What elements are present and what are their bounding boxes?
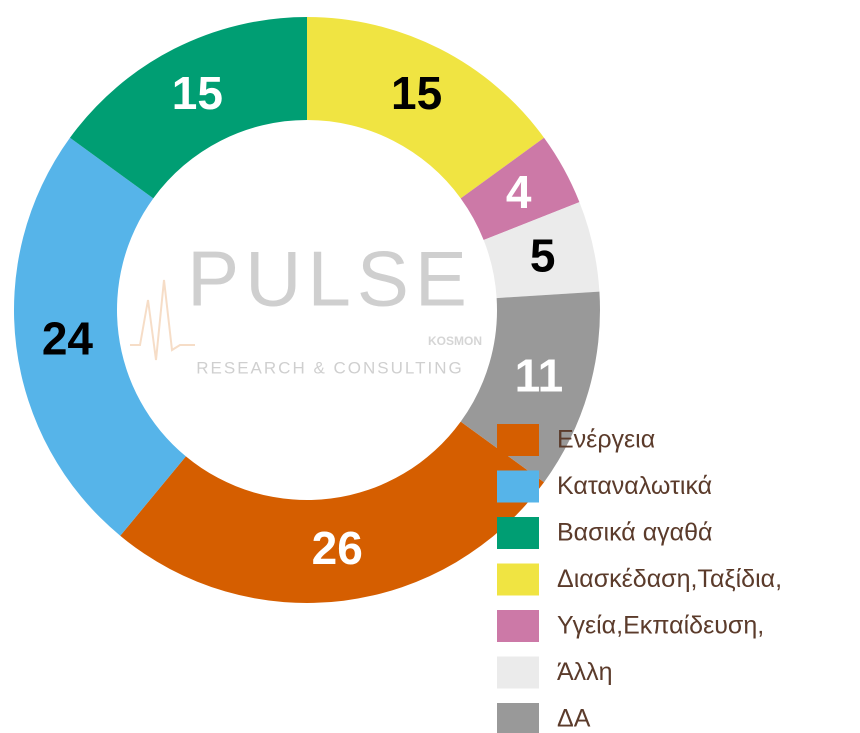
legend-label: Διασκέδαση,Ταξίδια,: [557, 565, 782, 593]
donut-slice: [13, 137, 186, 536]
watermark-pulse: [130, 279, 195, 361]
data-label: 11: [515, 350, 564, 402]
legend-label: Βασικά αγαθά: [557, 519, 712, 547]
legend-swatch: [497, 610, 539, 642]
watermark-subtitle: RESEARCH & CONSULTING: [196, 358, 463, 377]
legend-label: Καταναλωτικά: [557, 472, 712, 500]
legend-label: Άλλη: [557, 658, 613, 686]
legend-swatch: [497, 424, 539, 456]
legend-swatch: [497, 656, 539, 689]
watermark: PULSE KOSMON RESEARCH & CONSULTING: [130, 235, 482, 377]
legend-swatch: [497, 703, 539, 733]
data-label: 5: [530, 229, 556, 281]
donut-slice: [460, 137, 580, 241]
legend-label: Ενέργεια: [557, 426, 655, 454]
donut-slice: [69, 17, 307, 199]
donut: [13, 17, 600, 603]
donut-slice: [460, 291, 600, 483]
data-label: 15: [391, 67, 442, 119]
watermark-title: PULSE: [187, 235, 473, 323]
legend-swatch: [497, 470, 539, 503]
legend-swatch: [497, 517, 539, 549]
data-label: 15: [172, 67, 223, 119]
legend-label: ΔΑ: [557, 705, 591, 733]
legend-swatch: [497, 563, 539, 596]
legend-label: Υγεία,Εκπαίδευση,: [557, 612, 764, 640]
donut-slice: [483, 202, 600, 299]
donut-slice: [120, 421, 545, 603]
data-label: 24: [42, 312, 94, 364]
watermark-tag: KOSMON: [428, 334, 482, 348]
data-label: 4: [506, 166, 532, 218]
donut-slice: [307, 17, 545, 199]
data-label: 26: [312, 522, 363, 574]
